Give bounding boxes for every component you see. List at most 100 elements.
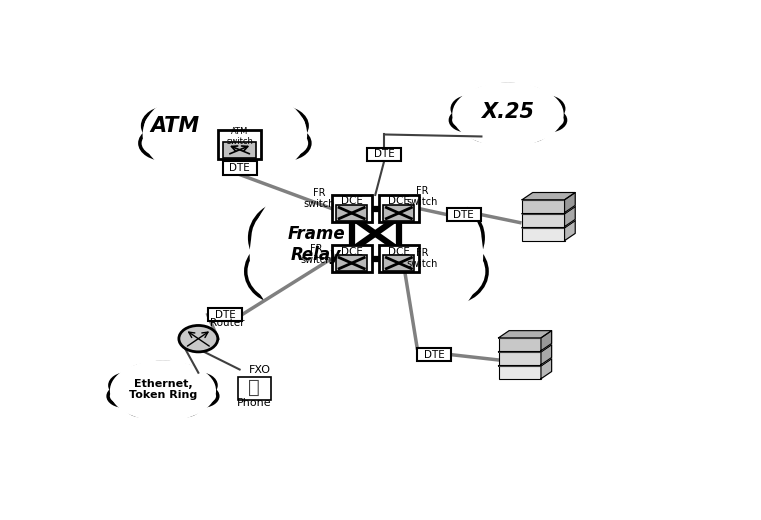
FancyBboxPatch shape xyxy=(218,130,261,159)
Polygon shape xyxy=(541,331,552,350)
FancyBboxPatch shape xyxy=(498,352,541,365)
Text: X.25: X.25 xyxy=(482,102,534,122)
Ellipse shape xyxy=(131,371,196,411)
Ellipse shape xyxy=(223,146,282,176)
Text: DCE: DCE xyxy=(341,197,362,206)
Ellipse shape xyxy=(470,122,509,141)
Polygon shape xyxy=(541,345,552,365)
FancyBboxPatch shape xyxy=(336,205,368,221)
Ellipse shape xyxy=(110,360,216,421)
FancyBboxPatch shape xyxy=(522,200,565,213)
Ellipse shape xyxy=(452,82,564,147)
FancyBboxPatch shape xyxy=(379,245,419,272)
FancyBboxPatch shape xyxy=(336,255,368,271)
Polygon shape xyxy=(565,220,575,241)
FancyBboxPatch shape xyxy=(384,205,415,221)
FancyBboxPatch shape xyxy=(498,338,541,350)
Text: Router: Router xyxy=(210,318,245,328)
Text: FR
switch: FR switch xyxy=(407,186,438,207)
FancyBboxPatch shape xyxy=(379,195,419,222)
Polygon shape xyxy=(522,192,575,200)
Polygon shape xyxy=(498,359,552,366)
Ellipse shape xyxy=(295,193,438,316)
FancyBboxPatch shape xyxy=(522,228,565,241)
Text: ATM
switch: ATM switch xyxy=(226,127,253,146)
FancyBboxPatch shape xyxy=(522,214,565,227)
Ellipse shape xyxy=(474,94,542,135)
FancyBboxPatch shape xyxy=(222,161,256,175)
Ellipse shape xyxy=(325,165,408,228)
Text: DCE: DCE xyxy=(388,197,409,206)
Polygon shape xyxy=(541,359,552,379)
Ellipse shape xyxy=(142,107,197,145)
Ellipse shape xyxy=(126,398,164,417)
Ellipse shape xyxy=(168,146,227,176)
Text: Ethernet,
Token Ring: Ethernet, Token Ring xyxy=(129,379,197,400)
Ellipse shape xyxy=(406,202,483,274)
Ellipse shape xyxy=(174,102,275,166)
Text: DCE: DCE xyxy=(388,246,409,256)
FancyBboxPatch shape xyxy=(332,245,371,272)
Text: FR
switch: FR switch xyxy=(304,188,335,210)
FancyBboxPatch shape xyxy=(208,308,242,321)
Ellipse shape xyxy=(196,88,254,121)
Ellipse shape xyxy=(180,374,216,397)
Text: 📞: 📞 xyxy=(249,378,260,397)
Text: FR
switch: FR switch xyxy=(407,248,438,269)
Ellipse shape xyxy=(164,365,197,384)
Ellipse shape xyxy=(142,85,307,184)
Polygon shape xyxy=(498,331,552,338)
Text: FXO: FXO xyxy=(250,365,271,374)
Ellipse shape xyxy=(250,159,483,350)
Ellipse shape xyxy=(509,87,544,107)
Ellipse shape xyxy=(286,276,369,334)
Ellipse shape xyxy=(140,127,191,160)
FancyBboxPatch shape xyxy=(238,376,271,400)
Ellipse shape xyxy=(185,386,218,406)
FancyBboxPatch shape xyxy=(332,195,371,222)
FancyBboxPatch shape xyxy=(223,142,256,158)
Text: DTE: DTE xyxy=(374,149,394,160)
Ellipse shape xyxy=(488,84,528,106)
Ellipse shape xyxy=(472,87,507,107)
Text: DCE: DCE xyxy=(341,246,362,256)
Ellipse shape xyxy=(364,276,447,334)
FancyBboxPatch shape xyxy=(417,348,451,361)
Ellipse shape xyxy=(451,110,485,131)
Ellipse shape xyxy=(452,97,489,121)
Text: DTE: DTE xyxy=(229,163,250,173)
Ellipse shape xyxy=(291,175,364,233)
Ellipse shape xyxy=(259,127,310,160)
Ellipse shape xyxy=(108,386,141,406)
Text: FR
switch: FR switch xyxy=(301,244,332,265)
Circle shape xyxy=(179,326,218,352)
Ellipse shape xyxy=(110,374,145,397)
FancyBboxPatch shape xyxy=(384,255,415,271)
Text: Frame
Relay: Frame Relay xyxy=(288,225,345,264)
Polygon shape xyxy=(522,206,575,214)
Ellipse shape xyxy=(172,93,223,123)
Text: ATM: ATM xyxy=(150,116,199,136)
Ellipse shape xyxy=(527,97,564,121)
FancyBboxPatch shape xyxy=(498,366,541,379)
Text: DTE: DTE xyxy=(215,309,235,320)
Ellipse shape xyxy=(369,175,441,233)
Ellipse shape xyxy=(144,362,182,382)
Ellipse shape xyxy=(162,398,199,417)
Ellipse shape xyxy=(246,240,318,303)
FancyBboxPatch shape xyxy=(447,208,481,222)
Ellipse shape xyxy=(253,107,307,145)
Ellipse shape xyxy=(129,365,162,384)
Ellipse shape xyxy=(227,93,278,123)
Polygon shape xyxy=(522,220,575,228)
Polygon shape xyxy=(565,192,575,213)
Ellipse shape xyxy=(250,202,327,274)
Ellipse shape xyxy=(531,110,565,131)
Ellipse shape xyxy=(415,240,487,303)
Text: DTE: DTE xyxy=(424,349,444,360)
Text: Phone: Phone xyxy=(237,398,272,408)
FancyBboxPatch shape xyxy=(367,148,401,161)
Polygon shape xyxy=(498,345,552,352)
Polygon shape xyxy=(565,206,575,227)
Ellipse shape xyxy=(507,122,546,141)
